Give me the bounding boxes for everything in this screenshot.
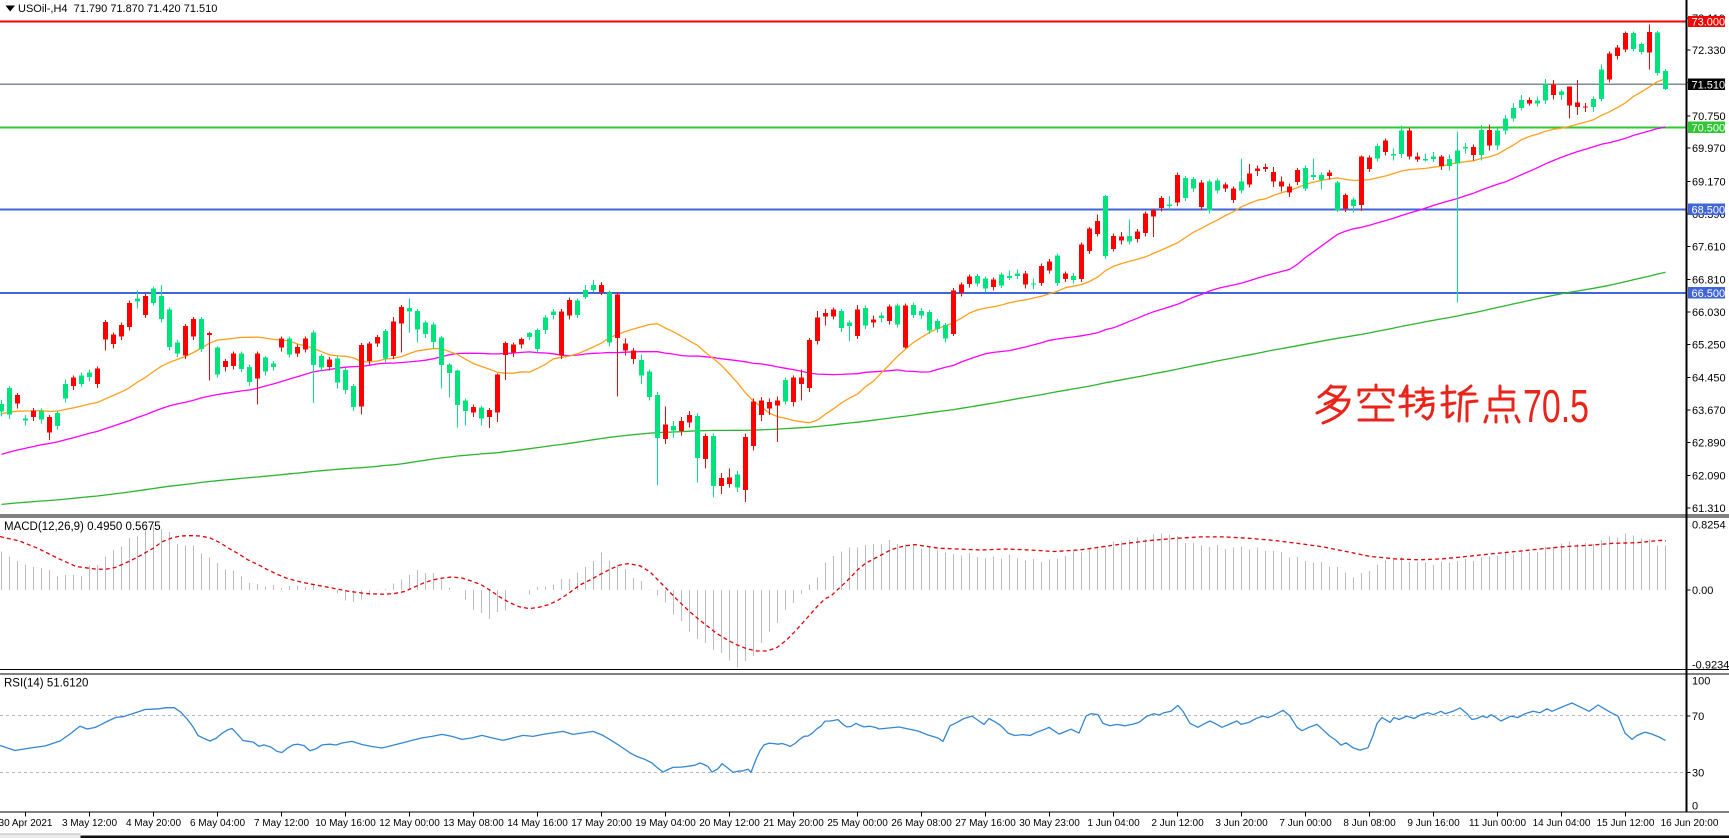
svg-text:100: 100 <box>1692 676 1710 688</box>
svg-text:26 May 08:00: 26 May 08:00 <box>891 818 952 829</box>
svg-text:66.500: 66.500 <box>1692 288 1726 300</box>
svg-text:27 May 16:00: 27 May 16:00 <box>955 818 1016 829</box>
svg-text:66.030: 66.030 <box>1692 307 1726 319</box>
svg-text:70.500: 70.500 <box>1692 122 1726 134</box>
svg-text:30 Apr 2021: 30 Apr 2021 <box>0 818 53 829</box>
svg-text:19 May 04:00: 19 May 04:00 <box>635 818 696 829</box>
svg-text:68.500: 68.500 <box>1692 204 1726 216</box>
svg-text:14 Jun 04:00: 14 Jun 04:00 <box>1533 818 1591 829</box>
svg-text:67.610: 67.610 <box>1692 241 1726 253</box>
svg-text:USOil-,H4 71.790 71.870 71.42: USOil-,H4 71.790 71.870 71.420 71.510 <box>18 3 217 15</box>
svg-text:1 Jun 04:00: 1 Jun 04:00 <box>1087 818 1140 829</box>
svg-text:62.090: 62.090 <box>1692 471 1726 483</box>
svg-text:14 May 16:00: 14 May 16:00 <box>507 818 568 829</box>
svg-text:0.8254: 0.8254 <box>1692 520 1726 532</box>
svg-text:73.000: 73.000 <box>1692 17 1726 29</box>
svg-text:66.810: 66.810 <box>1692 275 1726 287</box>
svg-text:MACD(12,26,9) 0.4950 0.5675: MACD(12,26,9) 0.4950 0.5675 <box>4 521 161 533</box>
svg-text:72.330: 72.330 <box>1692 45 1726 57</box>
svg-text:17 May 20:00: 17 May 20:00 <box>571 818 632 829</box>
svg-text:64.450: 64.450 <box>1692 373 1726 385</box>
svg-text:63.670: 63.670 <box>1692 405 1726 417</box>
svg-text:RSI(14) 51.6120: RSI(14) 51.6120 <box>4 678 88 690</box>
svg-text:7 Jun 00:00: 7 Jun 00:00 <box>1279 818 1332 829</box>
svg-text:12 May 00:00: 12 May 00:00 <box>379 818 440 829</box>
svg-text:61.310: 61.310 <box>1692 503 1726 515</box>
svg-text:15 Jun 12:00: 15 Jun 12:00 <box>1597 818 1655 829</box>
svg-text:30 May 23:00: 30 May 23:00 <box>1019 818 1080 829</box>
svg-text:3 May 12:00: 3 May 12:00 <box>62 818 117 829</box>
svg-text:9 Jun 16:00: 9 Jun 16:00 <box>1407 818 1460 829</box>
svg-text:10 May 16:00: 10 May 16:00 <box>315 818 376 829</box>
svg-text:70.750: 70.750 <box>1692 111 1726 123</box>
svg-text:71.510: 71.510 <box>1692 79 1726 91</box>
svg-text:20 May 12:00: 20 May 12:00 <box>699 818 760 829</box>
svg-text:7 May 12:00: 7 May 12:00 <box>254 818 309 829</box>
svg-text:30: 30 <box>1692 768 1704 780</box>
svg-text:65.250: 65.250 <box>1692 339 1726 351</box>
svg-text:4 May 20:00: 4 May 20:00 <box>126 818 181 829</box>
svg-text:69.170: 69.170 <box>1692 177 1726 189</box>
svg-text:62.890: 62.890 <box>1692 437 1726 449</box>
svg-text:11 Jun 00:00: 11 Jun 00:00 <box>1469 818 1527 829</box>
svg-text:8 Jun 08:00: 8 Jun 08:00 <box>1343 818 1396 829</box>
svg-text:-0.9234: -0.9234 <box>1692 659 1729 671</box>
svg-text:0.00: 0.00 <box>1692 585 1713 597</box>
svg-text:2 Jun 12:00: 2 Jun 12:00 <box>1151 818 1204 829</box>
svg-text:70.5: 70.5 <box>1523 380 1589 432</box>
svg-text:16 Jun 20:00: 16 Jun 20:00 <box>1661 818 1719 829</box>
svg-text:25 May 00:00: 25 May 00:00 <box>827 818 888 829</box>
svg-text:13 May 08:00: 13 May 08:00 <box>443 818 504 829</box>
svg-text:69.970: 69.970 <box>1692 143 1726 155</box>
svg-text:6 May 04:00: 6 May 04:00 <box>190 818 245 829</box>
svg-text:0: 0 <box>1692 801 1698 813</box>
svg-text:21 May 20:00: 21 May 20:00 <box>763 818 824 829</box>
svg-text:70: 70 <box>1692 711 1704 723</box>
svg-text:3 Jun 20:00: 3 Jun 20:00 <box>1215 818 1268 829</box>
